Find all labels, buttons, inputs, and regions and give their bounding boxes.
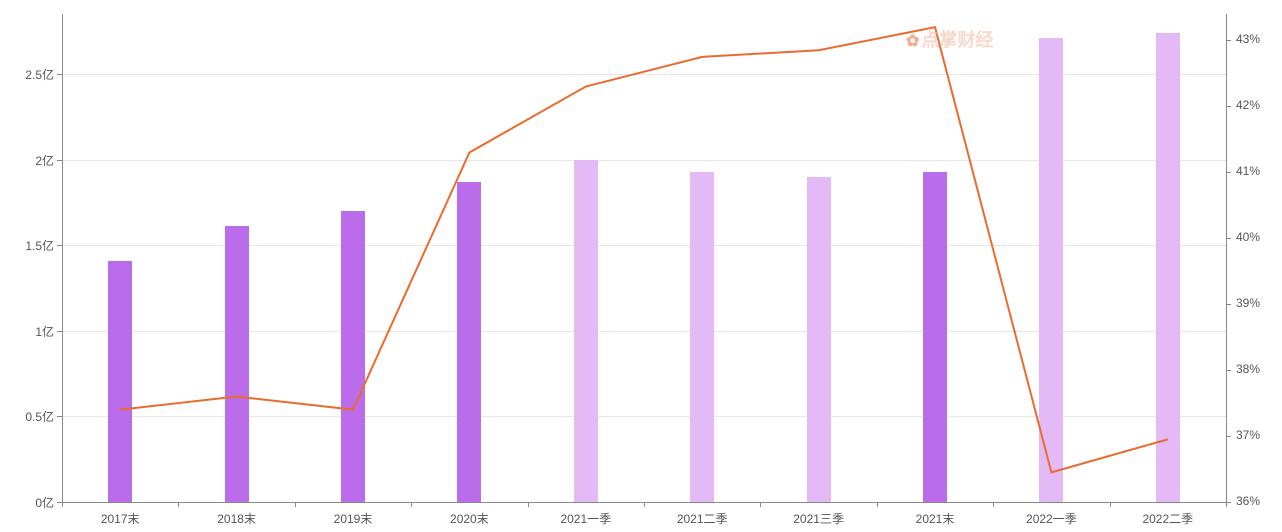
- y-right-tick: [1226, 370, 1231, 371]
- x-label: 2022一季: [1026, 510, 1077, 527]
- y-left-tick: [57, 160, 62, 161]
- y-right-tick: [1226, 304, 1231, 305]
- bar: [341, 211, 365, 502]
- y-right-tick: [1226, 40, 1231, 41]
- y-right-label: 36%: [1236, 494, 1260, 508]
- watermark: ✿点掌财经: [906, 26, 993, 52]
- x-label: 2017末: [101, 510, 140, 527]
- y-right-tick: [1226, 172, 1231, 173]
- y-left-tick: [57, 331, 62, 332]
- bar: [690, 172, 714, 502]
- y-left-tick: [57, 416, 62, 417]
- y-right-label: 42%: [1236, 98, 1260, 112]
- x-label: 2020末: [450, 510, 489, 527]
- bar: [1156, 33, 1180, 502]
- y-left-label: 1亿: [35, 323, 54, 340]
- bar: [574, 160, 598, 502]
- x-label: 2021三季: [793, 510, 844, 527]
- combo-chart: 0亿 0.5亿 1亿 1.5亿 2亿 2.5亿 36% 37% 38% 39% 40% 41% 42% 4…: [0, 0, 1282, 532]
- x-label: 2019末: [334, 510, 373, 527]
- watermark-icon: ✿: [906, 33, 919, 50]
- x-tick: [760, 502, 761, 507]
- y-left-label: 0亿: [35, 494, 54, 511]
- x-tick: [1226, 502, 1227, 507]
- y-left-label: 1.5亿: [25, 237, 54, 254]
- y-right-label: 41%: [1236, 164, 1260, 178]
- y-right-tick: [1226, 436, 1231, 437]
- y-right-tick: [1226, 106, 1231, 107]
- x-label: 2021二季: [677, 510, 728, 527]
- bar: [457, 182, 481, 502]
- y-axis-right: [1226, 14, 1227, 502]
- x-label: 2021末: [916, 510, 955, 527]
- x-tick: [295, 502, 296, 507]
- x-tick: [1110, 502, 1111, 507]
- x-tick: [178, 502, 179, 507]
- y-right-label: 39%: [1236, 296, 1260, 310]
- y-right-label: 38%: [1236, 362, 1260, 376]
- bar: [1039, 38, 1063, 502]
- x-tick: [411, 502, 412, 507]
- y-axis-left: [62, 14, 63, 502]
- x-label: 2018末: [217, 510, 256, 527]
- x-tick: [644, 502, 645, 507]
- x-tick: [993, 502, 994, 507]
- y-left-label: 2.5亿: [25, 66, 54, 83]
- x-label: 2021一季: [560, 510, 611, 527]
- x-label: 2022二季: [1142, 510, 1193, 527]
- bar: [807, 177, 831, 502]
- x-tick: [62, 502, 63, 507]
- y-right-label: 43%: [1236, 32, 1260, 46]
- y-left-tick: [57, 74, 62, 75]
- y-right-label: 37%: [1236, 428, 1260, 442]
- y-left-tick: [57, 245, 62, 246]
- y-right-label: 40%: [1236, 230, 1260, 244]
- y-left-label: 2亿: [35, 152, 54, 169]
- x-tick: [528, 502, 529, 507]
- y-left-label: 0.5亿: [25, 408, 54, 425]
- y-right-tick: [1226, 238, 1231, 239]
- bar: [923, 172, 947, 502]
- bar: [108, 261, 132, 502]
- bar: [225, 226, 249, 502]
- line-series: [0, 0, 1282, 532]
- x-tick: [877, 502, 878, 507]
